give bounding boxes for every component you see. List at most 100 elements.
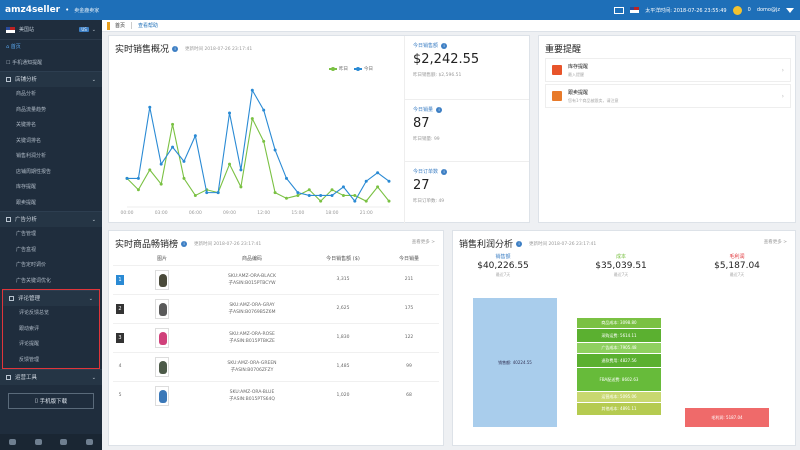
view-more-link[interactable]: 查看更多 >	[411, 240, 435, 245]
info-icon[interactable]: i	[436, 106, 443, 113]
sidebar-item[interactable]: 广告关键词优化	[16, 277, 52, 284]
data-point[interactable]	[262, 108, 266, 112]
sales-bar[interactable]: 销售额: 40224.55	[473, 297, 557, 427]
view-more-link[interactable]: 查看更多 >	[763, 240, 787, 245]
data-point[interactable]	[376, 171, 380, 175]
sidebar-section-tools[interactable]: 运营工具 ⌄	[0, 369, 102, 385]
table-row[interactable]: 4 SKU:AMZ-ORA-GREEN 子ASIN:B0706ZFZY 1,485 99	[113, 351, 439, 381]
data-point[interactable]	[262, 139, 266, 143]
sidebar-item-home[interactable]: ⌂ 首页	[6, 44, 21, 50]
sidebar-item[interactable]: 店铺周期性报告	[16, 168, 52, 175]
product-thumbnail[interactable]	[155, 298, 169, 319]
data-point[interactable]	[125, 176, 129, 180]
sidebar-item[interactable]: 商品流量趋势	[16, 106, 47, 113]
data-point[interactable]	[159, 182, 163, 186]
sidebar-item[interactable]: 库存提醒	[16, 184, 37, 190]
cost-segment[interactable]: 退款费用: 4827.56	[577, 353, 661, 367]
cost-segment[interactable]: 其他成本: 4891.11	[577, 402, 661, 415]
data-point[interactable]	[284, 176, 288, 180]
sidebar-item[interactable]: 广告定时调价	[16, 262, 47, 268]
data-point[interactable]	[307, 193, 311, 197]
alert-hijack[interactable]: 跟卖提醒 您有1个商品被跟卖，请注意 ›	[545, 84, 791, 108]
data-point[interactable]	[250, 117, 254, 121]
data-point[interactable]	[136, 176, 140, 180]
data-point[interactable]	[216, 191, 220, 195]
sidebar-section-ads[interactable]: 广告分析 ⌄	[0, 211, 102, 227]
sidebar-item[interactable]: 商品分析	[16, 91, 37, 97]
data-point[interactable]	[364, 199, 368, 203]
data-point[interactable]	[228, 162, 232, 166]
data-point[interactable]	[319, 199, 323, 203]
data-point[interactable]	[193, 134, 197, 138]
mail-icon[interactable]	[614, 6, 625, 14]
product-thumbnail[interactable]	[155, 327, 169, 348]
data-point[interactable]	[136, 188, 140, 192]
table-row[interactable]: 5 SKU:AMZ-ORA-BLUE 子ASIN:B015PTS64Q 1,020 68	[113, 380, 439, 410]
sidebar-item[interactable]: 评论提醒	[19, 341, 40, 347]
sidebar-item[interactable]: 广告管理	[16, 231, 37, 237]
chevron-down-icon[interactable]	[786, 7, 794, 13]
wechat-icon[interactable]	[85, 439, 93, 445]
sidebar-section-reviews[interactable]: 评论管理 ⌄	[3, 290, 99, 306]
data-point[interactable]	[171, 145, 175, 149]
legend-yesterday[interactable]: 昨日	[329, 66, 348, 72]
data-point[interactable]	[171, 122, 175, 126]
product-thumbnail[interactable]	[155, 269, 169, 290]
data-point[interactable]	[182, 159, 186, 163]
data-point[interactable]	[159, 162, 163, 166]
info-icon[interactable]: i	[441, 42, 448, 49]
data-point[interactable]	[239, 185, 243, 189]
sidebar-item[interactable]: 关键词排名	[16, 137, 42, 144]
data-point[interactable]	[364, 179, 368, 183]
product-thumbnail[interactable]	[155, 385, 169, 406]
chat-icon[interactable]	[60, 439, 68, 445]
data-point[interactable]	[182, 176, 186, 180]
cost-segment[interactable]: 采购运费: 5614.11	[577, 328, 661, 342]
home-icon[interactable]	[9, 439, 17, 445]
data-point[interactable]	[353, 199, 357, 203]
alert-inventory[interactable]: 库存提醒 最入提醒 ›	[545, 58, 791, 82]
cost-segment[interactable]: 广告成本: 7905.48	[577, 342, 661, 353]
data-point[interactable]	[330, 193, 334, 197]
help-link[interactable]: 查看帮助	[138, 23, 159, 29]
sidebar-item[interactable]: 跟卖提醒	[16, 199, 37, 206]
info-icon[interactable]: i	[516, 240, 523, 247]
data-point[interactable]	[330, 188, 334, 192]
data-point[interactable]	[148, 168, 152, 172]
data-point[interactable]	[273, 191, 277, 195]
sidebar-item[interactable]: 广告盒视	[16, 246, 37, 253]
users-icon[interactable]	[34, 439, 42, 445]
data-point[interactable]	[148, 105, 152, 109]
user-name[interactable]: domo@jz	[756, 7, 780, 13]
data-point[interactable]	[387, 199, 391, 203]
app-logo[interactable]: amz4seller	[5, 5, 61, 15]
info-icon[interactable]: i	[441, 168, 448, 175]
sidebar-item[interactable]: 关键排名	[16, 122, 37, 128]
table-row[interactable]: 3 SKU:AMZ-ORA-ROSE 子ASIN:B015PTBKZE 1,830 12…	[113, 322, 439, 352]
data-point[interactable]	[353, 193, 357, 197]
table-row[interactable]: 2 SKU:AMZ-ORA-GRAY 子ASIN:B0769B5Z6M 2,625 17…	[113, 293, 439, 323]
data-point[interactable]	[296, 193, 300, 197]
data-point[interactable]	[228, 111, 232, 115]
info-icon[interactable]: i	[181, 240, 188, 247]
cost-segment[interactable]: FBA配送费: 8602.63	[577, 367, 661, 391]
info-icon[interactable]: i	[172, 45, 179, 52]
sidebar-item[interactable]: 销售利润分析	[16, 153, 47, 159]
coin-icon[interactable]	[732, 5, 742, 15]
table-row[interactable]: 1 SKU:AMZ-ORA-BLACK 子ASIN:B015PTBCYW 3,315 2…	[113, 264, 439, 294]
data-point[interactable]	[284, 196, 288, 200]
data-point[interactable]	[239, 168, 243, 172]
sidebar-item[interactable]: 评论反馈总览	[19, 310, 50, 316]
marketplace-selector[interactable]: 美国站 US ⌄	[0, 20, 102, 40]
sidebar-item[interactable]: 反馈管理	[19, 356, 40, 363]
cost-segment[interactable]: 运营成本: 5095.06	[577, 391, 661, 402]
data-point[interactable]	[205, 191, 209, 195]
data-point[interactable]	[307, 188, 311, 192]
data-point[interactable]	[376, 185, 380, 189]
cost-segment[interactable]: 商品成本: 3098.80	[577, 317, 661, 328]
data-point[interactable]	[319, 193, 323, 197]
product-thumbnail[interactable]	[155, 356, 169, 377]
breadcrumb-home[interactable]: 首页	[115, 23, 126, 29]
sidebar-item-mobile-notify[interactable]: ☐ 手机通知提醒	[6, 59, 43, 66]
data-point[interactable]	[193, 193, 197, 197]
